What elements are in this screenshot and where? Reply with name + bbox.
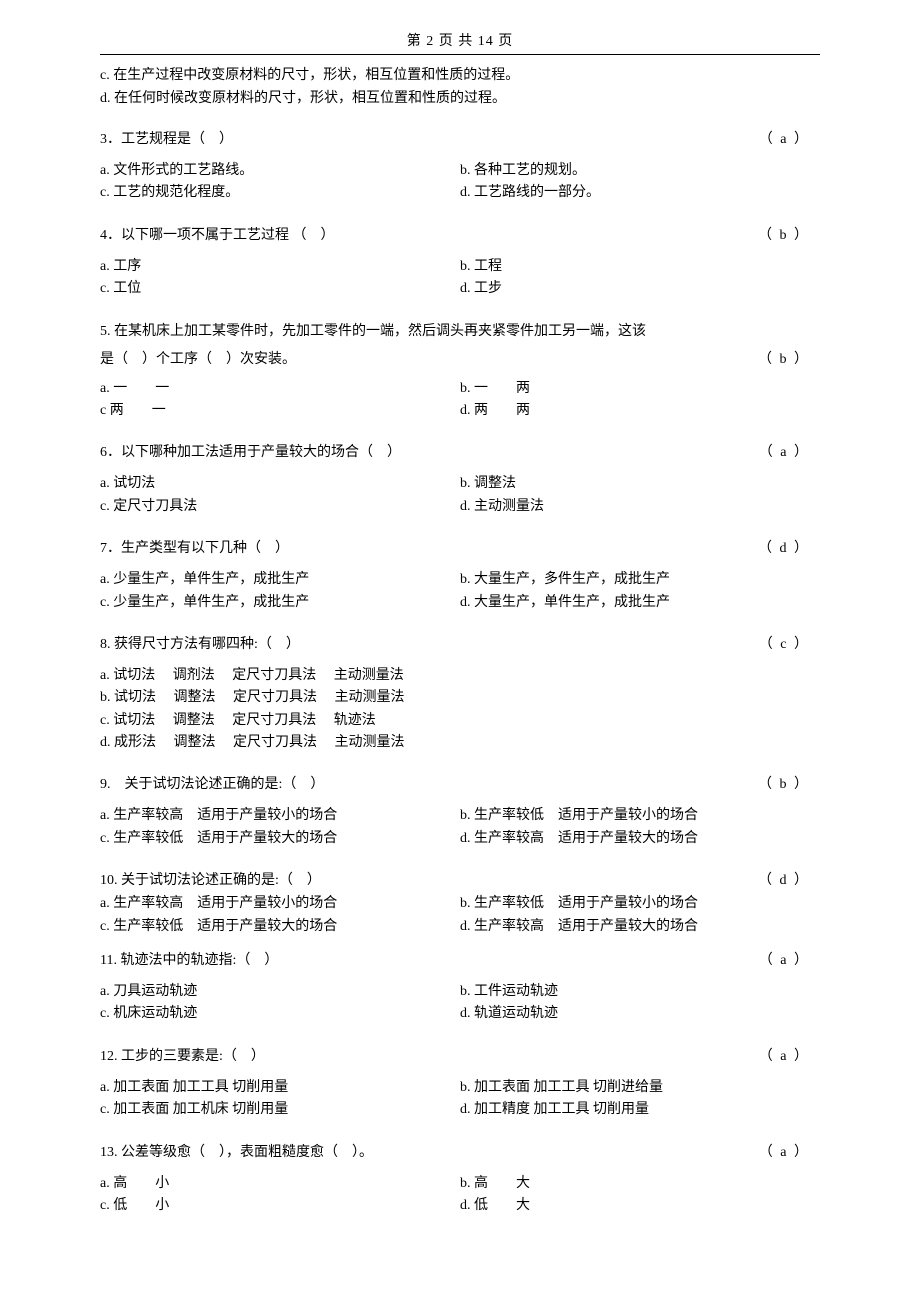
option-d: d. 轨道运动轨迹 xyxy=(460,1003,820,1025)
question-11-options: a. 刀具运动轨迹 b. 工件运动轨迹 c. 机床运动轨迹 d. 轨道运动轨迹 xyxy=(100,981,820,1026)
question-8: 8. 获得尺寸方法有哪四种:（ ） （ c ） xyxy=(100,634,820,655)
option-b: b. 工件运动轨迹 xyxy=(460,981,820,1003)
option-d: d. 两 两 xyxy=(460,400,820,422)
question-9-answer: （ b ） xyxy=(758,774,820,795)
option-a: a. 生产率较高 适用于产量较小的场合 xyxy=(100,805,460,827)
option-c: c. 定尺寸刀具法 xyxy=(100,496,460,518)
option-a: a. 工序 xyxy=(100,256,460,278)
option-a: a. 试切法 调剂法 定尺寸刀具法 主动测量法 xyxy=(100,665,820,687)
option-c: c. 加工表面 加工机床 切削用量 xyxy=(100,1099,460,1121)
option-a: a. 生产率较高 适用于产量较小的场合 xyxy=(100,893,460,915)
option-a: a. 一 一 xyxy=(100,378,460,400)
question-3-answer: （ a ） xyxy=(759,129,820,150)
question-5-text2: 是（ ）个工序（ ）次安装。 xyxy=(100,348,758,368)
question-11-answer: （ a ） xyxy=(759,950,820,971)
question-9-text: 9. 关于试切法论述正确的是:（ ） xyxy=(100,774,758,795)
question-6: 6．以下哪种加工法适用于产量较大的场合（ ） （ a ） xyxy=(100,442,820,463)
option-c: c. 生产率较低 适用于产量较大的场合 xyxy=(100,828,460,850)
question-9-options: a. 生产率较高 适用于产量较小的场合 b. 生产率较低 适用于产量较小的场合 … xyxy=(100,805,820,850)
option-a: a. 刀具运动轨迹 xyxy=(100,981,460,1003)
option-a: a. 加工表面 加工工具 切削用量 xyxy=(100,1077,460,1099)
question-13: 13. 公差等级愈（ ），表面粗糙度愈（ ）。 （ a ） xyxy=(100,1142,820,1163)
option-a: a. 文件形式的工艺路线。 xyxy=(100,160,460,182)
question-6-answer: （ a ） xyxy=(759,442,820,463)
option-b: b. 一 两 xyxy=(460,378,820,400)
question-4-options: a. 工序 b. 工程 c. 工位 d. 工步 xyxy=(100,256,820,301)
question-4-answer: （ b ） xyxy=(758,225,820,246)
option-b: b. 各种工艺的规划。 xyxy=(460,160,820,182)
question-12-options: a. 加工表面 加工工具 切削用量 b. 加工表面 加工工具 切削进给量 c. … xyxy=(100,1077,820,1122)
option-b: b. 生产率较低 适用于产量较小的场合 xyxy=(460,805,820,827)
question-5-line2: 是（ ）个工序（ ）次安装。 （ b ） xyxy=(100,348,820,368)
option-c: c. 低 小 xyxy=(100,1195,460,1217)
option-b: b. 生产率较低 适用于产量较小的场合 xyxy=(460,893,820,915)
question-6-text: 6．以下哪种加工法适用于产量较大的场合（ ） xyxy=(100,442,759,463)
option-c: c. 生产率较低 适用于产量较大的场合 xyxy=(100,916,460,938)
question-3-options: a. 文件形式的工艺路线。 b. 各种工艺的规划。 c. 工艺的规范化程度。 d… xyxy=(100,160,820,205)
question-10-answer: （ d ） xyxy=(758,870,820,891)
question-7: 7．生产类型有以下几种（ ） （ d ） xyxy=(100,538,820,559)
option-b: b. 高 大 xyxy=(460,1173,820,1195)
option-c: c. 少量生产，单件生产，成批生产 xyxy=(100,592,460,614)
option-a: a. 少量生产，单件生产，成批生产 xyxy=(100,569,460,591)
option-a: a. 高 小 xyxy=(100,1173,460,1195)
option-d: d. 大量生产，单件生产，成批生产 xyxy=(460,592,820,614)
intro-option-d: d. 在任何时候改变原材料的尺寸，形状，相互位置和性质的过程。 xyxy=(100,88,820,109)
question-5: 5. 在某机床上加工某零件时，先加工零件的一端，然后调头再夹紧零件加工另一端，这… xyxy=(100,321,820,342)
option-d: d. 生产率较高 适用于产量较大的场合 xyxy=(460,828,820,850)
question-4: 4．以下哪一项不属于工艺过程 （ ） （ b ） xyxy=(100,225,820,246)
question-12-text: 12. 工步的三要素是:（ ） xyxy=(100,1046,759,1067)
option-c: c. 机床运动轨迹 xyxy=(100,1003,460,1025)
question-3: 3．工艺规程是（ ） （ a ） xyxy=(100,129,820,150)
question-10-options: a. 生产率较高 适用于产量较小的场合 b. 生产率较低 适用于产量较小的场合 … xyxy=(100,893,820,938)
intro-option-c: c. 在生产过程中改变原材料的尺寸，形状，相互位置和性质的过程。 xyxy=(100,65,820,86)
option-a: a. 试切法 xyxy=(100,473,460,495)
question-13-text: 13. 公差等级愈（ ），表面粗糙度愈（ ）。 xyxy=(100,1142,759,1163)
option-c: c. 工位 xyxy=(100,278,460,300)
question-9: 9. 关于试切法论述正确的是:（ ） （ b ） xyxy=(100,774,820,795)
question-3-text: 3．工艺规程是（ ） xyxy=(100,129,759,150)
option-d: d. 低 大 xyxy=(460,1195,820,1217)
question-10-text: 10. 关于试切法论述正确的是:（ ） xyxy=(100,870,758,891)
question-10: 10. 关于试切法论述正确的是:（ ） （ d ） xyxy=(100,870,820,891)
option-d: d. 生产率较高 适用于产量较大的场合 xyxy=(460,916,820,938)
option-c: c. 工艺的规范化程度。 xyxy=(100,182,460,204)
question-13-answer: （ a ） xyxy=(759,1142,820,1163)
option-b: b. 大量生产，多件生产，成批生产 xyxy=(460,569,820,591)
question-12: 12. 工步的三要素是:（ ） （ a ） xyxy=(100,1046,820,1067)
question-12-answer: （ a ） xyxy=(759,1046,820,1067)
page-header: 第 2 页 共 14 页 xyxy=(100,30,820,55)
option-d: d. 主动测量法 xyxy=(460,496,820,518)
option-d: d. 加工精度 加工工具 切削用量 xyxy=(460,1099,820,1121)
question-8-answer: （ c ） xyxy=(759,634,820,655)
question-7-answer: （ d ） xyxy=(758,538,820,559)
option-d: d. 工艺路线的一部分。 xyxy=(460,182,820,204)
option-c: c. 试切法 调整法 定尺寸刀具法 轨迹法 xyxy=(100,710,820,732)
question-7-text: 7．生产类型有以下几种（ ） xyxy=(100,538,758,559)
option-d: d. 工步 xyxy=(460,278,820,300)
question-8-text: 8. 获得尺寸方法有哪四种:（ ） xyxy=(100,634,759,655)
option-b: b. 试切法 调整法 定尺寸刀具法 主动测量法 xyxy=(100,687,820,709)
page-content: 第 2 页 共 14 页 c. 在生产过程中改变原材料的尺寸，形状，相互位置和性… xyxy=(0,0,920,1257)
question-5-text: 5. 在某机床上加工某零件时，先加工零件的一端，然后调头再夹紧零件加工另一端，这… xyxy=(100,321,820,342)
question-6-options: a. 试切法 b. 调整法 c. 定尺寸刀具法 d. 主动测量法 xyxy=(100,473,820,518)
question-5-answer: （ b ） xyxy=(758,348,820,368)
option-c: c 两 一 xyxy=(100,400,460,422)
option-b: b. 加工表面 加工工具 切削进给量 xyxy=(460,1077,820,1099)
option-b: b. 工程 xyxy=(460,256,820,278)
question-4-text: 4．以下哪一项不属于工艺过程 （ ） xyxy=(100,225,758,246)
question-11: 11. 轨迹法中的轨迹指:（ ） （ a ） xyxy=(100,950,820,971)
question-11-text: 11. 轨迹法中的轨迹指:（ ） xyxy=(100,950,759,971)
question-7-options: a. 少量生产，单件生产，成批生产 b. 大量生产，多件生产，成批生产 c. 少… xyxy=(100,569,820,614)
question-5-options: a. 一 一 b. 一 两 c 两 一 d. 两 两 xyxy=(100,378,820,423)
question-8-options: a. 试切法 调剂法 定尺寸刀具法 主动测量法 b. 试切法 调整法 定尺寸刀具… xyxy=(100,665,820,755)
question-13-options: a. 高 小 b. 高 大 c. 低 小 d. 低 大 xyxy=(100,1173,820,1218)
option-b: b. 调整法 xyxy=(460,473,820,495)
option-d: d. 成形法 调整法 定尺寸刀具法 主动测量法 xyxy=(100,732,820,754)
